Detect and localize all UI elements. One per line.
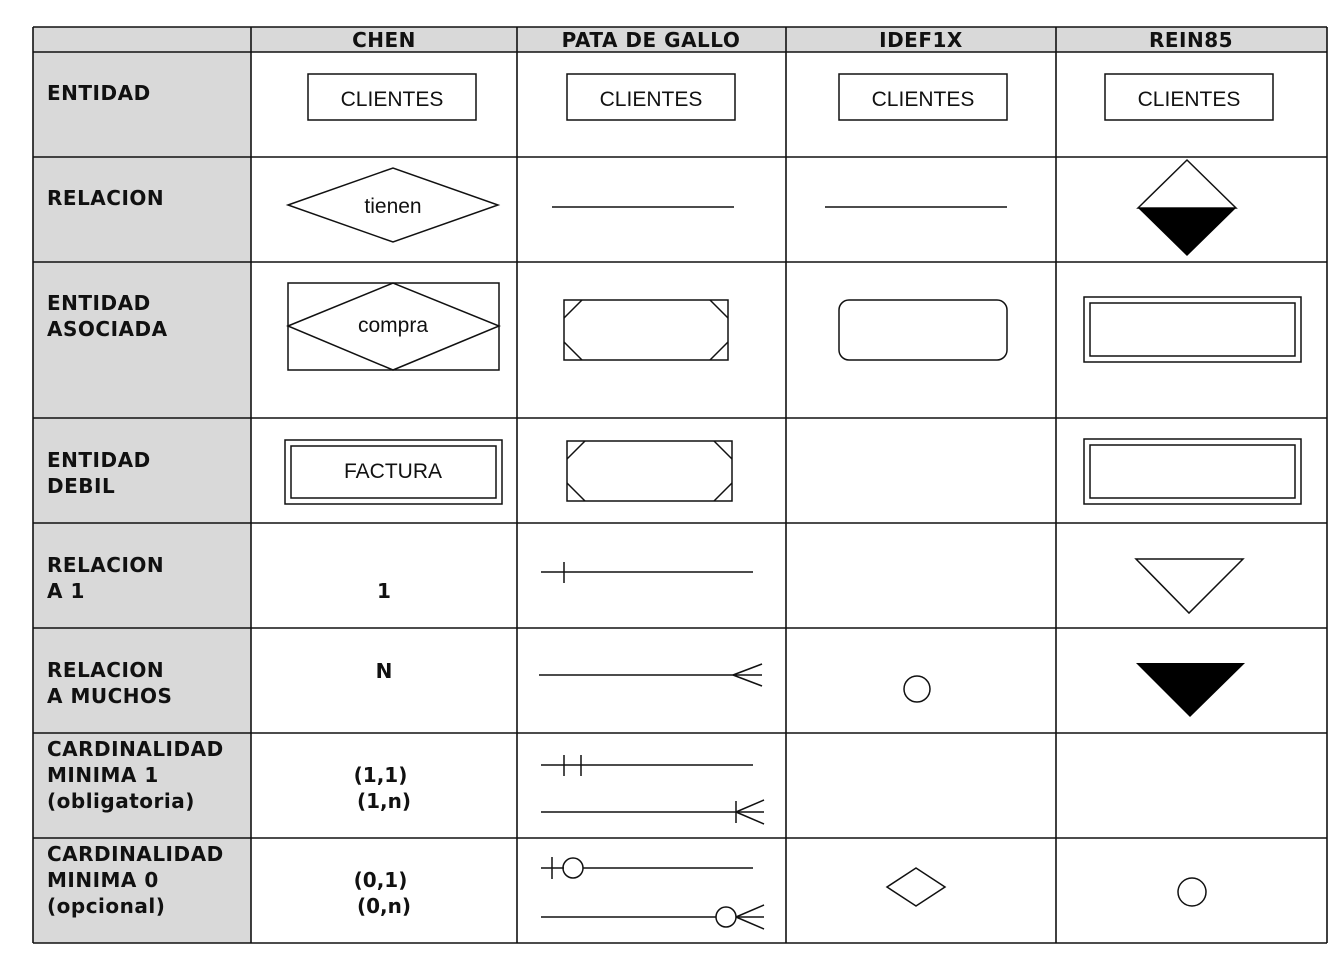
- rein85-many-triangle: [1136, 663, 1245, 717]
- rein85-associated-entity-symbol: [1083, 296, 1302, 363]
- chen-entity-symbol: CLIENTES: [307, 73, 477, 121]
- chen-weak-entity-symbol: FACTURA: [284, 439, 503, 505]
- idef1x-entity-name: CLIENTES: [872, 88, 975, 111]
- header-idef1x: IDEF1X: [879, 28, 963, 52]
- chen-relation-diamond: tienen: [285, 167, 501, 243]
- crowsfoot-mandatory-many-symbol: [541, 799, 765, 825]
- row-label-relacion: RELACION: [47, 186, 164, 210]
- idef1x-many-circle: [903, 675, 931, 703]
- chen-associated-entity-symbol: compra: [286, 282, 501, 371]
- crowsfoot-many-symbol: [539, 663, 763, 687]
- chen-weak-entity-name: FACTURA: [344, 460, 442, 483]
- table-grid: [32, 26, 1328, 944]
- chen-min-zero-cardinality: (0,1) (0,n): [354, 868, 415, 918]
- chen-min-one-cardinality: (1,1) (1,n): [354, 763, 415, 813]
- chen-cardinality-many: N: [376, 659, 393, 683]
- crowsfoot-associated-entity-symbol: [563, 299, 729, 361]
- crowsfoot-entity-symbol: CLIENTES: [566, 73, 736, 121]
- crowsfoot-mandatory-one-symbol: [541, 755, 753, 776]
- chen-relation-name: tienen: [364, 195, 421, 218]
- row-label-relacion-a-muchos: RELACION A MUCHOS: [47, 658, 172, 708]
- header-chen: CHEN: [352, 28, 416, 52]
- idef1x-entity-symbol: CLIENTES: [838, 73, 1008, 121]
- row-label-entidad-debil: ENTIDAD DEBIL: [47, 448, 158, 498]
- crowsfoot-optional-many-symbol: [541, 904, 765, 930]
- row-label-cardinalidad-minima-1: CARDINALIDAD MINIMA 1 (obligatoria): [47, 737, 231, 813]
- rein85-entity-symbol: CLIENTES: [1104, 73, 1274, 121]
- rein85-weak-entity-symbol: [1083, 438, 1302, 505]
- chen-entity-name: CLIENTES: [341, 88, 444, 111]
- rein85-optional-circle: [1177, 877, 1207, 907]
- crowsfoot-optional-one-symbol: [541, 857, 753, 879]
- crowsfoot-one-symbol: [541, 562, 753, 583]
- crowsfoot-weak-entity-symbol: [566, 440, 733, 502]
- chen-cardinality-one: 1: [377, 579, 391, 603]
- crowsfoot-entity-name: CLIENTES: [600, 88, 703, 111]
- row-label-entidad: ENTIDAD: [47, 81, 151, 105]
- idef1x-optional-diamond: [885, 867, 947, 907]
- rein85-one-triangle: [1134, 558, 1245, 615]
- label-column-bg: [33, 27, 251, 943]
- row-label-entidad-asociada: ENTIDAD ASOCIADA: [47, 291, 168, 341]
- rein85-relation-diamond: [1136, 158, 1238, 256]
- header-pata-de-gallo: PATA DE GALLO: [562, 28, 741, 52]
- rein85-entity-name: CLIENTES: [1138, 88, 1241, 111]
- chen-associated-entity-name: compra: [358, 314, 428, 337]
- header-rein85: REIN85: [1149, 28, 1233, 52]
- row-label-cardinalidad-minima-0: CARDINALIDAD MINIMA 0 (opcional): [47, 842, 231, 918]
- idef1x-associated-entity-symbol: [838, 299, 1008, 361]
- row-label-relacion-a-1: RELACION A 1: [47, 553, 172, 603]
